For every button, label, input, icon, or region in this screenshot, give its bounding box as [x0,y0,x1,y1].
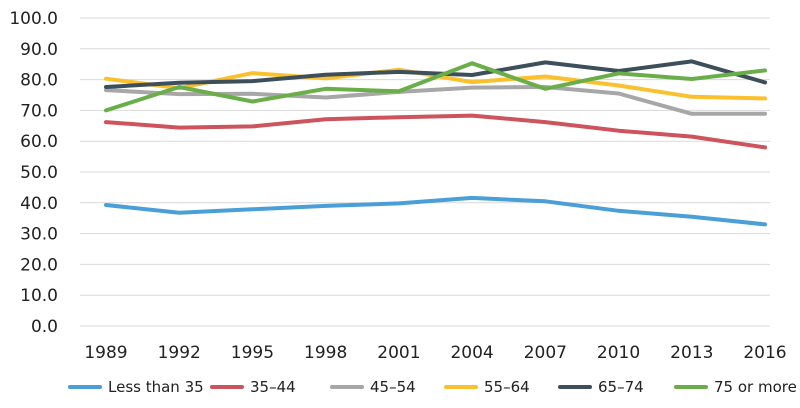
x-tick-label: 2001 [377,343,420,363]
y-tick-label: 60.0 [20,132,58,152]
x-tick-label: 2004 [450,343,493,363]
legend-label: 45–54 [370,378,416,396]
legend-item: 75 or more [674,378,797,396]
x-tick-label: 1998 [304,343,347,363]
legend: Less than 35 35–44 45–54 55–64 65–74 75 or mo… [68,378,797,396]
legend-item: 35–44 [210,378,296,396]
y-tick-label: 100.0 [9,9,58,29]
series-line [104,61,767,113]
x-tick-label: 1992 [158,343,201,363]
series-layer [104,59,767,227]
x-tick-label: 2016 [743,343,786,363]
legend-label: Less than 35 [108,378,204,396]
y-tick-label: 80.0 [20,71,58,91]
series-line [104,59,767,89]
legend-label: 65–74 [598,378,644,396]
legend-label: 35–44 [250,378,296,396]
y-tick-label: 40.0 [20,194,58,214]
y-tick-label: 70.0 [20,101,58,121]
series-line [104,195,767,227]
x-tick-label: 2013 [670,343,713,363]
legend-item: 55–64 [444,378,530,396]
y-tick-label: 10.0 [20,286,58,306]
legend-label: 75 or more [714,378,797,396]
legend-item: 65–74 [558,378,644,396]
y-tick-label: 0.0 [31,317,58,337]
x-tick-label: 1989 [84,343,127,363]
legend-item: 45–54 [330,378,416,396]
x-axis-tick-labels: 1989 1992 1995 1998 2001 2004 2007 2010 2013 2016 [84,343,786,363]
x-tick-label: 1995 [231,343,274,363]
legend-label: 55–64 [484,378,530,396]
y-tick-label: 20.0 [20,255,58,275]
y-tick-label: 50.0 [20,163,58,183]
x-tick-label: 2010 [597,343,640,363]
x-tick-label: 2007 [524,343,567,363]
y-axis-tick-labels: 0.0 10.0 20.0 30.0 40.0 50.0 60.0 70.0 80.0 90.0 1… [9,9,58,337]
y-tick-label: 90.0 [20,40,58,60]
series-line [104,113,767,150]
legend-item: Less than 35 [68,378,204,396]
y-tick-label: 30.0 [20,225,58,245]
